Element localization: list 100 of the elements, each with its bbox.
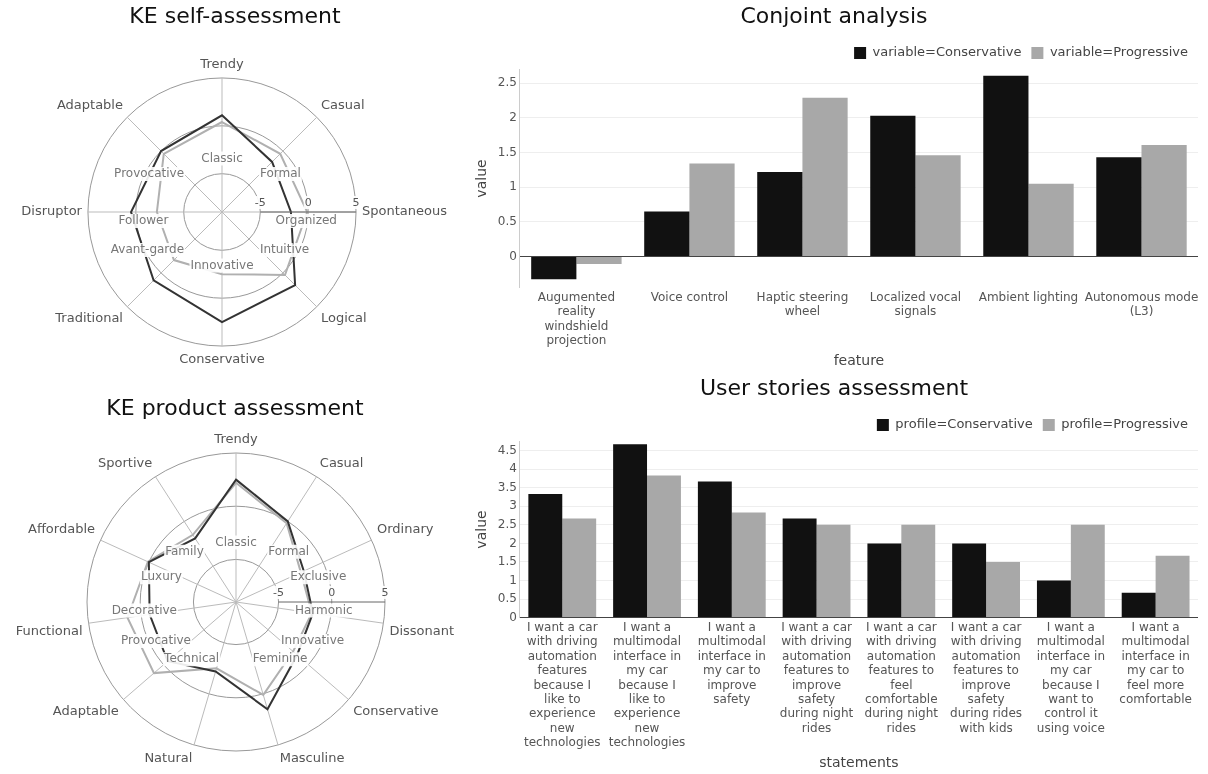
bar	[1028, 183, 1074, 256]
spoke-label: Conservative	[353, 702, 439, 718]
spoke-label: Adaptable	[56, 96, 123, 112]
x-tick-label: I want a car with driving automation features to improve safety during rides with kids	[950, 619, 1023, 735]
text: Formal	[268, 543, 310, 558]
spoke-label: Sportive	[98, 455, 153, 471]
text: Avant-garde	[110, 242, 185, 257]
text: Organized	[275, 213, 338, 228]
bar	[1096, 157, 1142, 256]
bar	[1121, 592, 1156, 618]
bar	[644, 211, 690, 256]
y-tick-label: 3	[509, 498, 517, 513]
spoke-label: Casual	[321, 96, 365, 112]
bar	[782, 518, 817, 618]
bar	[731, 512, 766, 618]
spoke-label: Natural	[144, 749, 193, 765]
bar	[952, 543, 987, 618]
bar	[816, 524, 851, 618]
bar	[531, 256, 577, 280]
y-tick-label: 5	[381, 586, 389, 600]
legend-label: profile=Progressive	[1061, 416, 1189, 432]
spoke-label: Disruptor	[21, 203, 83, 219]
y-tick-label: 1.5	[497, 144, 517, 159]
bar	[1036, 580, 1071, 618]
y-tick-label: 0	[304, 196, 312, 210]
bar	[986, 561, 1020, 618]
x-tick-label: I want a multimodal interface in my car because I want to control it using voice	[1036, 619, 1105, 735]
bar	[528, 494, 563, 618]
y-tick-label: 3.5	[497, 479, 517, 494]
text: Feminine	[252, 651, 308, 666]
spoke-label: Conservative	[179, 351, 265, 367]
y-tick-label: 1	[509, 572, 517, 587]
bar	[647, 475, 681, 618]
x-tick-label: Voice control	[650, 289, 729, 304]
y-tick-label: 2.5	[497, 516, 517, 531]
category-label: I want a multimodal interface in my car because I like to experience new technologies	[608, 619, 686, 750]
text: Classic	[201, 150, 243, 165]
text: Harmonic	[294, 602, 353, 617]
spoke-label: Trendy	[213, 430, 258, 446]
text: Classic	[215, 534, 257, 549]
chart-title: Conjoint analysis	[740, 2, 928, 28]
bar	[901, 524, 936, 618]
bar	[1141, 144, 1187, 256]
y-tick-label: -5	[273, 586, 285, 600]
legend-label: profile=Conservative	[895, 416, 1033, 432]
text: Technical	[163, 651, 220, 666]
y-tick-label: 2	[509, 535, 517, 550]
y-tick-label: 2.5	[497, 75, 517, 90]
y-tick-label: 1	[509, 179, 517, 194]
x-axis-title: feature	[833, 352, 885, 369]
x-tick-label: Autonomous mode (L3)	[1084, 289, 1199, 319]
text: Innovative	[281, 633, 345, 648]
bar	[983, 75, 1029, 256]
y-axis-title: value	[473, 159, 490, 198]
y-tick-label: 0.5	[497, 213, 517, 228]
text: Follower	[118, 213, 169, 228]
text: Decorative	[111, 602, 178, 617]
y-tick-label: 1.5	[497, 554, 517, 569]
legend-label: variable=Conservative	[872, 44, 1022, 60]
bar	[867, 543, 902, 618]
spoke-label: Affordable	[28, 521, 96, 537]
y-tick-label: 0	[509, 609, 517, 624]
bar	[576, 256, 622, 265]
y-tick-label: 5	[352, 196, 360, 210]
spoke-label: Traditional	[54, 310, 123, 326]
x-tick-label: Haptic steering wheel	[756, 289, 849, 319]
spoke-label: Casual	[319, 455, 364, 471]
bar	[802, 97, 848, 256]
text: Provocative	[114, 166, 185, 181]
x-tick-label: Ambient lighting	[978, 289, 1079, 304]
text: Provocative	[120, 633, 191, 648]
y-tick-label: 4	[509, 461, 517, 476]
text: Family	[165, 543, 204, 558]
spoke-label: Spontaneous	[362, 203, 448, 219]
x-tick-label: I want a car with driving automation features to feel comfortable during night rides	[864, 619, 939, 735]
chart-title: KE product assessment	[106, 394, 365, 420]
bar	[697, 481, 732, 618]
spoke-label: Masculine	[279, 749, 345, 765]
x-axis-title: statements	[819, 754, 899, 771]
bar	[757, 171, 803, 256]
bar	[1070, 524, 1105, 618]
x-tick-label: Localized vocal signals	[869, 289, 962, 319]
spoke-label: Dissonant	[389, 623, 455, 639]
y-tick-label: -5	[254, 196, 266, 210]
y-tick-label: 0	[509, 248, 517, 263]
x-tick-label: I want a car with driving automation features to improve safety during night rides	[779, 619, 854, 735]
chart-title: KE self-assessment	[129, 2, 342, 28]
spoke-label: Trendy	[199, 55, 244, 71]
text: Intuitive	[259, 242, 310, 257]
legend-label: variable=Progressive	[1049, 44, 1189, 60]
bar	[562, 518, 597, 618]
y-axis-title: value	[473, 510, 490, 549]
bar	[915, 155, 961, 256]
spoke-label: Functional	[15, 623, 83, 639]
x-tick-label: I want a multimodal interface in my car to feel more comfortable	[1119, 619, 1192, 706]
text: Innovative	[190, 257, 254, 272]
x-tick-label: I want a multimodal interface in my car to improve safety	[697, 619, 766, 706]
text: Exclusive	[290, 569, 347, 584]
y-tick-label: 2	[509, 110, 517, 125]
bar	[689, 163, 735, 256]
